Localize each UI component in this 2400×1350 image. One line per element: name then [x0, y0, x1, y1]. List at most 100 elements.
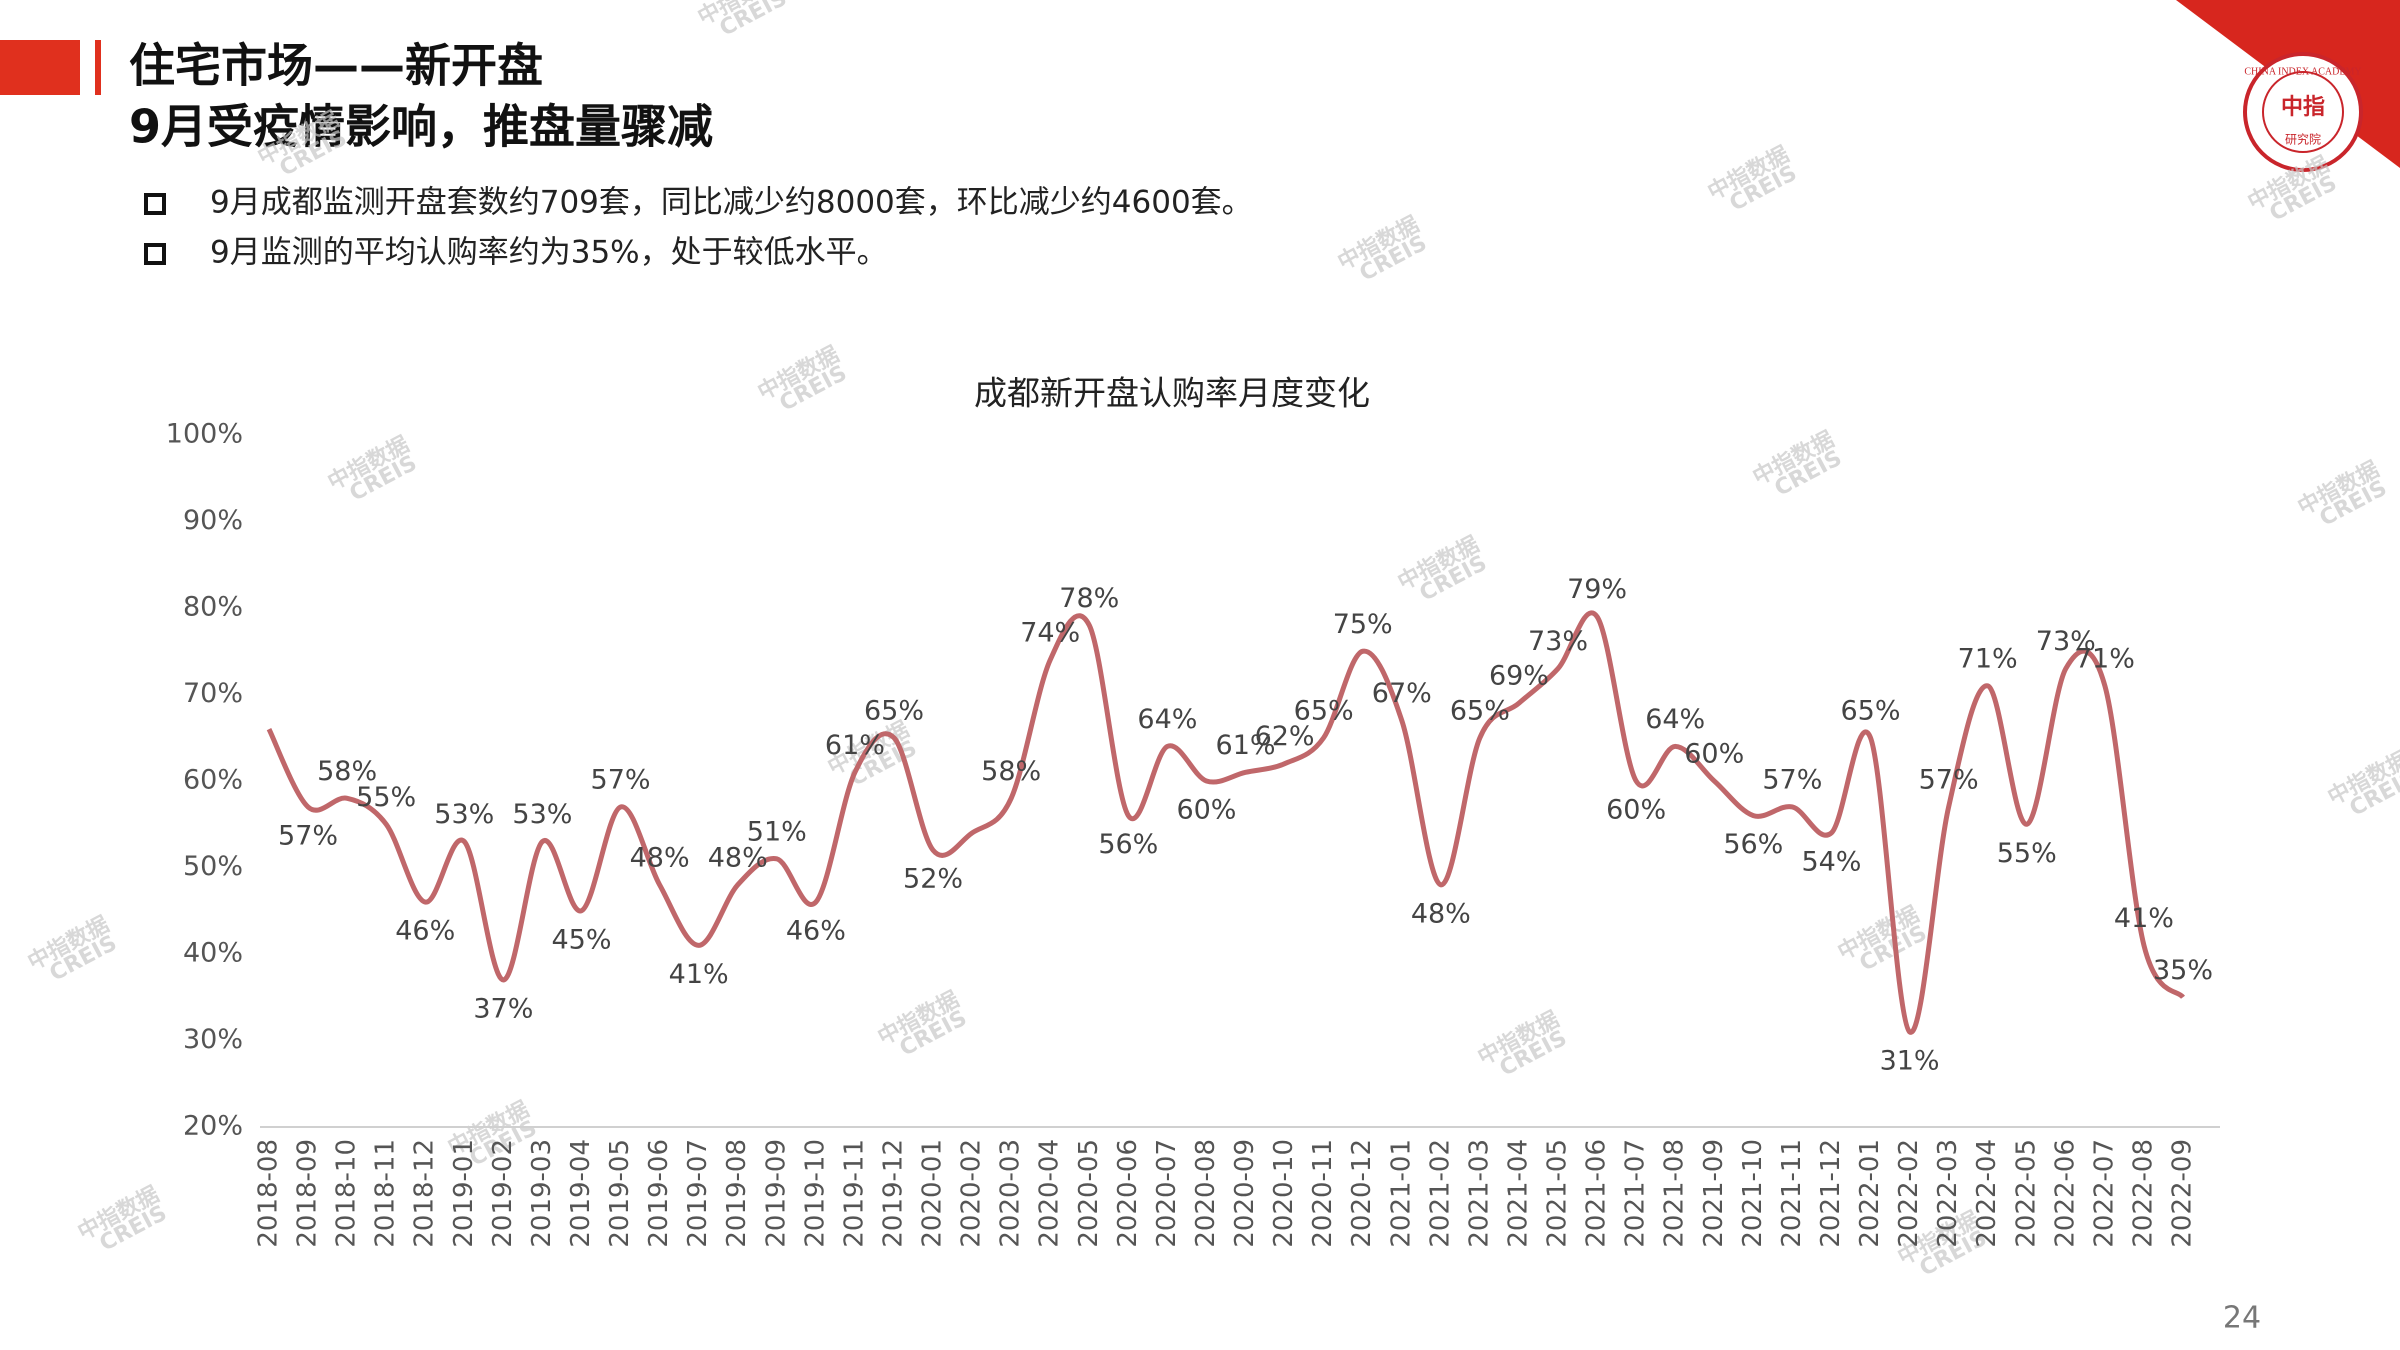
data-label: 73%: [2036, 626, 2096, 657]
x-tick-label: 2020-06: [1113, 1139, 1143, 1248]
data-label: 58%: [317, 756, 377, 787]
bullet: 9月成都监测开盘套数约709套，同比减少约8000套，环比减少约4600套。: [210, 185, 1253, 221]
x-tick-label: 2022-08: [2128, 1139, 2158, 1248]
x-tick-label: 2020-11: [1308, 1139, 1338, 1248]
header-bar: [95, 40, 101, 95]
x-tick-label: 2021-08: [1660, 1139, 1690, 1248]
x-tick-label: 2021-06: [1582, 1139, 1612, 1248]
data-label: 58%: [981, 756, 1041, 787]
data-label: 55%: [1997, 838, 2057, 869]
data-label: 60%: [1684, 739, 1744, 770]
data-label: 69%: [1489, 661, 1549, 692]
data-label: 79%: [1567, 574, 1627, 605]
data-label: 41%: [669, 959, 729, 990]
x-tick-label: 2022-09: [2168, 1139, 2198, 1248]
x-tick-label: 2021-03: [1464, 1139, 1494, 1248]
x-tick-label: 2020-07: [1152, 1139, 1182, 1248]
chart-title: 成都新开盘认购率月度变化: [974, 374, 1370, 413]
data-label: 48%: [630, 842, 690, 873]
title-line1: 住宅市场——新开盘: [129, 39, 543, 93]
x-tick-label: 2020-04: [1035, 1139, 1065, 1248]
data-label: 61%: [825, 730, 885, 761]
bullet-box: [144, 243, 166, 265]
bullet-box: [144, 193, 166, 215]
x-tick-label: 2019-09: [761, 1139, 791, 1248]
x-tick-label: 2020-03: [996, 1139, 1026, 1248]
data-label: 64%: [1645, 704, 1705, 735]
x-tick-label: 2019-07: [683, 1139, 713, 1248]
data-label: 51%: [747, 816, 807, 847]
page-number: 24: [2223, 1301, 2261, 1336]
data-label: 57%: [1762, 764, 1822, 795]
x-tick-label: 2018-09: [293, 1139, 323, 1248]
y-tick-label: 50%: [183, 851, 243, 882]
y-tick-label: 80%: [183, 592, 243, 623]
x-tick-label: 2020-02: [957, 1139, 987, 1248]
x-tick-label: 2021-01: [1386, 1139, 1416, 1248]
data-label: 60%: [1606, 795, 1666, 826]
x-tick-label: 2019-10: [800, 1139, 830, 1248]
x-tick-label: 2022-06: [2050, 1139, 2080, 1248]
data-label: 41%: [2114, 903, 2174, 934]
y-tick-label: 20%: [183, 1111, 243, 1142]
x-tick-label: 2021-10: [1738, 1139, 1768, 1248]
data-label: 65%: [1450, 695, 1510, 726]
x-tick-label: 2019-01: [449, 1139, 479, 1248]
x-tick-label: 2022-04: [1972, 1139, 2002, 1248]
x-tick-label: 2021-11: [1777, 1139, 1807, 1248]
x-tick-label: 2020-08: [1191, 1139, 1221, 1248]
data-label: 67%: [1372, 678, 1432, 709]
data-label: 48%: [708, 842, 768, 873]
data-label: 56%: [1723, 829, 1783, 860]
x-tick-label: 2021-02: [1425, 1139, 1455, 1248]
x-tick-label: 2019-06: [644, 1139, 674, 1248]
header-block: [0, 40, 80, 95]
x-tick-label: 2021-04: [1503, 1139, 1533, 1248]
x-tick-label: 2018-11: [371, 1139, 401, 1248]
x-tick-label: 2021-09: [1699, 1139, 1729, 1248]
data-label: 65%: [864, 695, 924, 726]
x-tick-label: 2021-12: [1816, 1139, 1846, 1248]
data-label: 45%: [551, 924, 611, 955]
data-label: 75%: [1333, 609, 1393, 640]
data-label: 53%: [434, 799, 494, 830]
data-label: 57%: [278, 820, 338, 851]
x-tick-label: 2022-03: [1933, 1139, 1963, 1248]
data-label: 65%: [1841, 695, 1901, 726]
x-tick-label: 2020-01: [918, 1139, 948, 1248]
x-tick-label: 2019-04: [566, 1139, 596, 1248]
data-label: 57%: [1919, 764, 1979, 795]
y-tick-label: 40%: [183, 938, 243, 969]
x-tick-label: 2020-09: [1230, 1139, 1260, 1248]
x-tick-label: 2019-08: [722, 1139, 752, 1248]
bullet: 9月监测的平均认购率约为35%，处于较低水平。: [210, 235, 888, 271]
x-tick-label: 2022-01: [1855, 1139, 1885, 1248]
y-tick-label: 100%: [166, 419, 243, 450]
data-label: 71%: [1958, 643, 2018, 674]
data-label: 61%: [1216, 730, 1276, 761]
x-tick-label: 2018-08: [254, 1139, 284, 1248]
logo-bottom: 研究院: [2285, 132, 2321, 147]
y-tick-label: 30%: [183, 1024, 243, 1055]
x-tick-label: 2019-02: [488, 1139, 518, 1248]
x-tick-label: 2020-05: [1074, 1139, 1104, 1248]
data-label: 65%: [1294, 695, 1354, 726]
line: [266, 610, 2185, 1035]
logo-ring-text: CHINA INDEX ACADEMY: [2244, 66, 2361, 77]
data-label: 35%: [2153, 955, 2213, 986]
x-tick-label: 2020-12: [1347, 1139, 1377, 1248]
data-label: 73%: [1528, 626, 1588, 657]
x-tick-label: 2019-12: [878, 1139, 908, 1248]
data-label: 53%: [512, 799, 572, 830]
